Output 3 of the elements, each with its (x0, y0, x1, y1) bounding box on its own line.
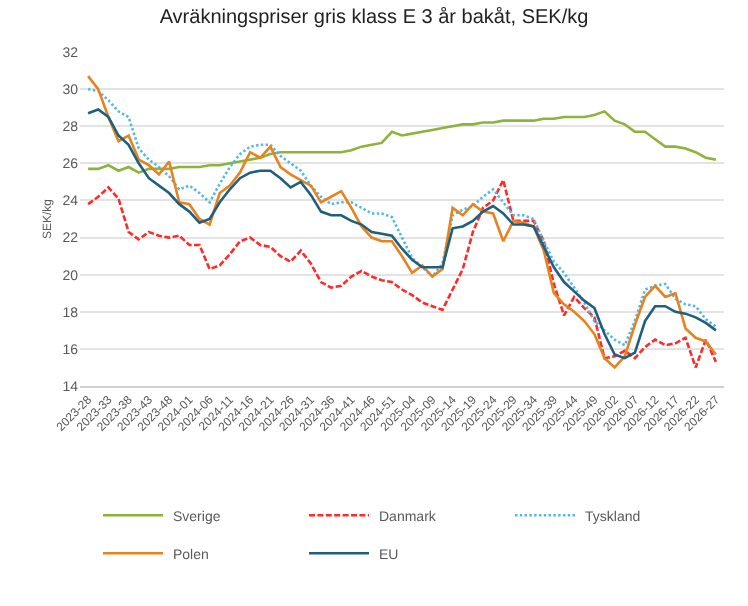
chart-title: Avräkningspriser gris klass E 3 år bakåt, SEK/kg (159, 5, 589, 30)
line-series (86, 178, 718, 369)
line-series (86, 110, 718, 174)
